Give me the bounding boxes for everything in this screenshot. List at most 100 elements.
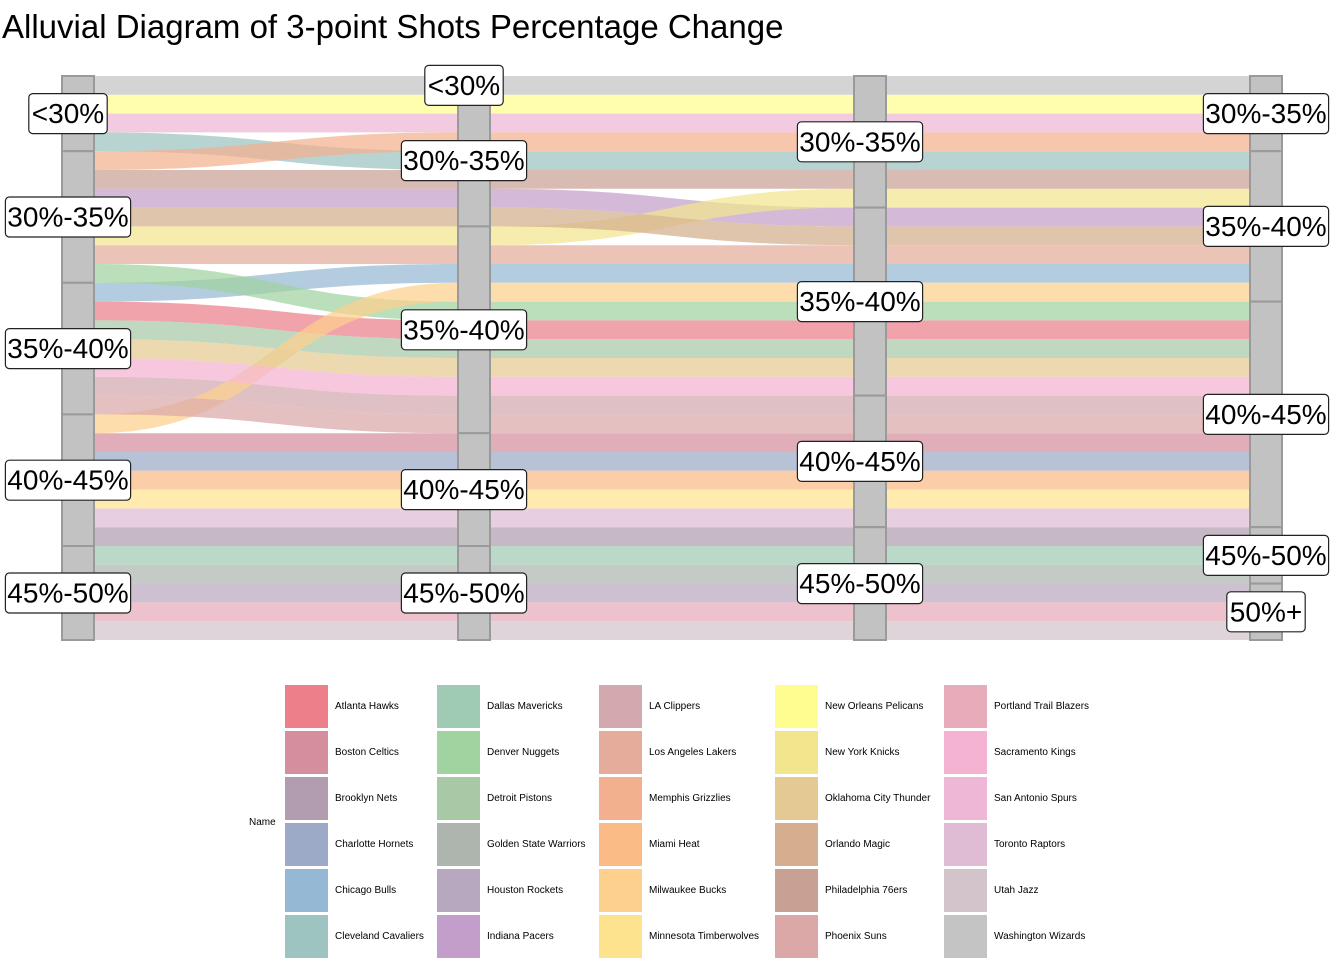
flow-sacramento-kings-2-3 bbox=[490, 376, 854, 396]
legend-swatch bbox=[599, 685, 642, 728]
flow-oklahoma-city-thunder-1-2 bbox=[94, 339, 458, 377]
stratum-label-axis3-30-35: 30%-35% bbox=[796, 121, 924, 163]
legend-label: Cleveland Cavaliers bbox=[335, 931, 424, 942]
flow-miami-heat-1-2 bbox=[94, 470, 458, 490]
legend-label: Toronto Raptors bbox=[994, 839, 1066, 850]
legend-label: Portland Trail Blazers bbox=[994, 701, 1090, 712]
stratum-label-axis1-lt-30: <30% bbox=[28, 92, 108, 135]
stratum-label-axis2-30-35: 30%-35% bbox=[400, 140, 528, 182]
flow-memphis-grizzlies-2-3 bbox=[490, 132, 854, 152]
legend-label: Orlando Magic bbox=[825, 839, 891, 850]
flow-phoenix-suns-1-2 bbox=[94, 395, 458, 434]
flow-atlanta-hawks-1-2 bbox=[94, 301, 458, 340]
legend-swatch bbox=[775, 915, 818, 958]
stratum-label-axis4-50-plus: 50%+ bbox=[1226, 591, 1306, 633]
flow-brooklyn-nets-3-4 bbox=[886, 527, 1250, 546]
stratum-label-box bbox=[4, 459, 132, 501]
legend-swatch bbox=[944, 777, 987, 820]
legend-swatch bbox=[285, 777, 328, 820]
stratum-label-text: 50%+ bbox=[1230, 596, 1302, 627]
legend-label: Oklahoma City Thunder bbox=[825, 793, 931, 804]
legend-swatch bbox=[437, 731, 480, 774]
flow-washington-wizards-2-3 bbox=[490, 76, 854, 95]
legend-label: Denver Nuggets bbox=[487, 747, 560, 758]
flow-charlotte-hornets-2-3 bbox=[490, 452, 854, 471]
flow-atlanta-hawks-3-4 bbox=[886, 320, 1250, 340]
legend-swatch bbox=[775, 685, 818, 728]
chart-title: Alluvial Diagram of 3-point Shots Percen… bbox=[2, 8, 784, 45]
legend-label: San Antonio Spurs bbox=[994, 793, 1077, 804]
flow-detroit-pistons-2-3 bbox=[490, 339, 854, 358]
flow-philadelphia-76ers-3-4 bbox=[886, 170, 1250, 189]
flow-boston-celtics-3-4 bbox=[886, 433, 1250, 452]
flow-philadelphia-76ers-2-3 bbox=[490, 170, 854, 189]
stratum-label-text: <30% bbox=[428, 70, 500, 101]
stratum-label-axis4-45-50: 45%-50% bbox=[1202, 534, 1330, 577]
legend-swatch bbox=[599, 823, 642, 866]
flow-boston-celtics-2-3 bbox=[490, 433, 854, 452]
legend-label: Detroit Pistons bbox=[487, 793, 553, 804]
stratum-label-box bbox=[400, 140, 528, 182]
stratum-label-axis4-35-40: 35%-40% bbox=[1202, 205, 1330, 247]
flow-charlotte-hornets-1-2 bbox=[94, 452, 458, 471]
stratum-label-box bbox=[4, 328, 132, 370]
flow-washington-wizards-1-2 bbox=[94, 76, 458, 95]
stratum-label-text: 40%-45% bbox=[799, 446, 920, 477]
legend-label: Boston Celtics bbox=[335, 747, 399, 758]
stratum-label-axis2-35-40: 35%-40% bbox=[400, 309, 528, 351]
stratum-label-axis1-40-45: 40%-45% bbox=[4, 459, 132, 501]
legend-swatch bbox=[944, 915, 987, 958]
stratum-label-layer: <30% 30%-35% 35%-40% 40%-45% 45%-50% <30% 30%-… bbox=[4, 64, 1330, 633]
flow-portland-trail-blazers-2-3 bbox=[490, 602, 854, 622]
legend-label: Chicago Bulls bbox=[335, 885, 397, 896]
legend-label: Dallas Mavericks bbox=[487, 701, 563, 712]
flow-brooklyn-nets-1-2 bbox=[94, 527, 458, 546]
flow-phoenix-suns-3-4 bbox=[886, 414, 1250, 434]
stratum-label-axis1-45-50: 45%-50% bbox=[4, 572, 132, 614]
legend-swatch bbox=[437, 685, 480, 728]
flow-la-clippers-1-2 bbox=[94, 376, 458, 415]
stratum-label-axis3-45-50: 45%-50% bbox=[796, 562, 924, 605]
flow-los-angeles-lakers-1-2 bbox=[94, 245, 458, 264]
stratum-label-text: 30%-35% bbox=[7, 202, 128, 233]
stratum-label-box bbox=[796, 562, 924, 605]
flow-charlotte-hornets-3-4 bbox=[886, 452, 1250, 471]
legend-swatch bbox=[944, 823, 987, 866]
stratum-label-text: 35%-40% bbox=[7, 333, 128, 364]
stratum-label-axis2-40-45: 40%-45% bbox=[400, 469, 528, 511]
flow-oklahoma-city-thunder-3-4 bbox=[886, 358, 1250, 377]
legend-label: Miami Heat bbox=[649, 839, 700, 850]
flow-orlando-magic-3-4 bbox=[886, 226, 1250, 246]
flow-oklahoma-city-thunder-2-3 bbox=[490, 358, 854, 377]
flow-new-orleans-pelicans-3-4 bbox=[886, 94, 1250, 114]
legend-label: New Orleans Pelicans bbox=[825, 701, 924, 712]
stratum-label-text: 45%-50% bbox=[7, 578, 128, 609]
flow-dallas-mavericks-2-3 bbox=[490, 546, 854, 565]
flow-houston-rockets-2-3 bbox=[490, 583, 854, 603]
legend-swatch bbox=[599, 869, 642, 912]
legend-label: Indiana Pacers bbox=[487, 931, 554, 942]
flow-washington-wizards-3-4 bbox=[886, 76, 1250, 95]
flow-toronto-raptors-1-2 bbox=[94, 508, 458, 528]
legend-label: Utah Jazz bbox=[994, 885, 1039, 896]
flow-orlando-magic-1-2 bbox=[94, 207, 458, 227]
stratum-label-text: 45%-50% bbox=[403, 578, 524, 609]
legend-swatch bbox=[285, 731, 328, 774]
stratum-label-box bbox=[1226, 591, 1306, 633]
legend-swatch bbox=[599, 915, 642, 958]
stratum-label-axis1-30-35: 30%-35% bbox=[4, 196, 132, 238]
legend-swatch bbox=[285, 823, 328, 866]
stratum-label-axis2-45-50: 45%-50% bbox=[400, 572, 528, 614]
legend-label: Memphis Grizzlies bbox=[649, 793, 731, 804]
flow-portland-trail-blazers-3-4 bbox=[886, 602, 1250, 622]
stratum-label-text: 30%-35% bbox=[1205, 98, 1326, 129]
stratum-label-axis3-40-45: 40%-45% bbox=[796, 440, 924, 482]
flow-cleveland-cavaliers-3-4 bbox=[886, 151, 1250, 170]
flow-utah-jazz-3-4 bbox=[886, 621, 1250, 640]
stratum-label-text: 40%-45% bbox=[1205, 399, 1326, 430]
flow-new-york-knicks-1-2 bbox=[94, 226, 458, 246]
stratum-label-text: 30%-35% bbox=[799, 126, 920, 157]
flow-los-angeles-lakers-3-4 bbox=[886, 245, 1250, 264]
legend-label: Philadelphia 76ers bbox=[825, 885, 908, 896]
stratum-label-text: <30% bbox=[32, 98, 104, 129]
